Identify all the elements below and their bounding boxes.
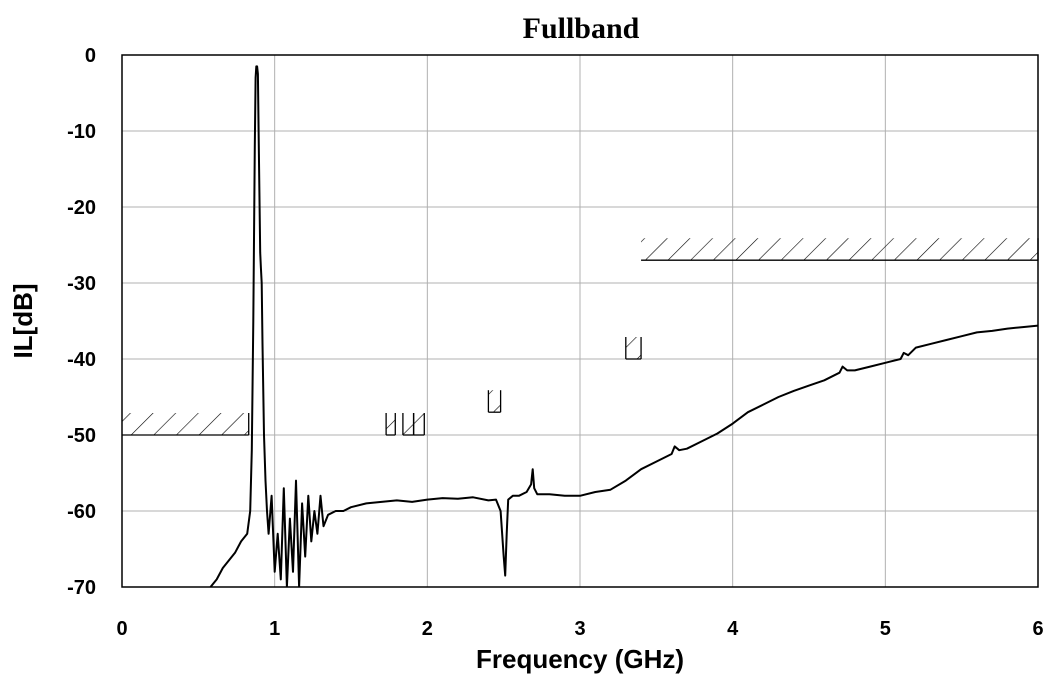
spec-mask-6 [641, 238, 1039, 261]
x-tick-labels: 0 1 2 3 4 5 6 [116, 618, 1043, 640]
x-tick-label: 2 [422, 618, 433, 640]
x-tick-label: 4 [727, 618, 739, 640]
spec-mask-0 [122, 413, 250, 436]
x-tick-label: 5 [880, 618, 891, 640]
series-line-0 [209, 65, 1038, 587]
spec-mask-4 [487, 390, 502, 413]
y-tick-label: -70 [67, 577, 96, 599]
y-tick-label: -50 [67, 425, 96, 447]
y-tick-label: -20 [67, 197, 96, 219]
y-tick-label: -40 [67, 349, 96, 371]
y-tick-label: -10 [67, 121, 96, 143]
spec-mask-5 [625, 337, 642, 360]
x-tick-label: 1 [269, 618, 280, 640]
y-axis-label: IL[dB] [8, 283, 38, 358]
spec-mask-2 [402, 413, 415, 436]
grid-lines [121, 54, 1039, 588]
spec-mask-1 [385, 413, 396, 436]
y-tick-label: 0 [85, 45, 96, 67]
y-tick-labels: 0 -10 -20 -30 -40 -50 -60 -70 [67, 45, 96, 599]
y-tick-label: -60 [67, 501, 96, 523]
x-tick-label: 3 [574, 618, 585, 640]
x-axis-label: Frequency (GHz) [476, 644, 684, 674]
x-tick-label: 0 [116, 618, 127, 640]
spec-mask-3 [412, 413, 425, 436]
spec-masks [122, 238, 1039, 436]
y-tick-label: -30 [67, 273, 96, 295]
series-layer [209, 65, 1038, 587]
chart-title: Fullband [523, 12, 640, 45]
x-tick-label: 6 [1032, 618, 1043, 640]
plot-frame [121, 54, 1039, 588]
